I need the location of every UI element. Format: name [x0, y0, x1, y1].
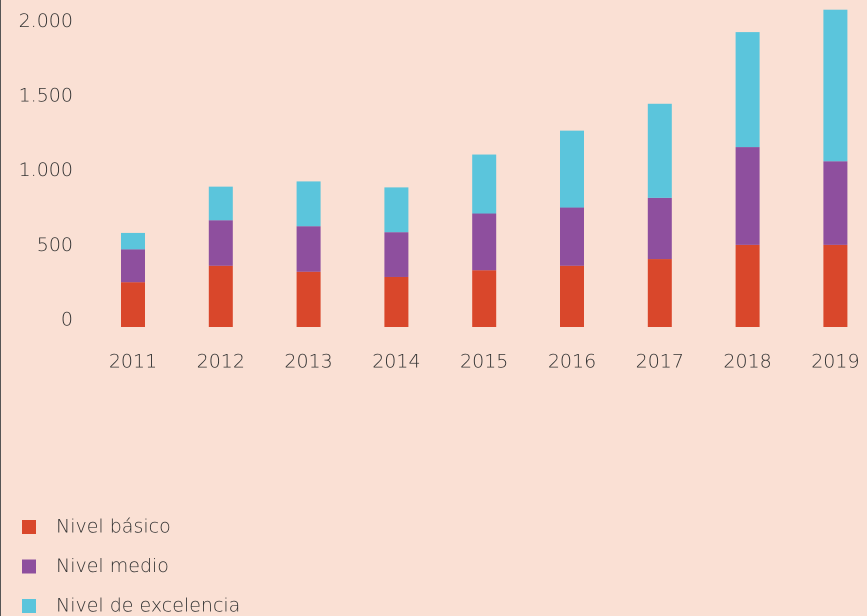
- bar-segment: [735, 32, 760, 148]
- x-tick-label: 2016: [548, 351, 596, 373]
- bar-segment: [823, 161, 848, 245]
- legend-label: Nivel de excelencia: [56, 595, 240, 616]
- x-tick-label: 2012: [197, 351, 245, 373]
- bar-segment: [823, 244, 848, 327]
- legend-label: Nivel medio: [56, 555, 169, 577]
- bar-segment: [384, 187, 409, 233]
- bar-segment: [647, 259, 672, 327]
- y-tick-label: 500: [37, 234, 73, 256]
- y-tick-label: 0: [61, 309, 73, 331]
- bar-segment: [472, 270, 497, 327]
- bar-segment: [823, 9, 848, 162]
- bar-segment: [208, 265, 233, 327]
- bar-segment: [208, 186, 233, 221]
- y-tick-label: 1.500: [19, 85, 73, 107]
- bar-segment: [384, 276, 409, 327]
- bar-segment: [121, 232, 145, 250]
- y-tick-label: 1.000: [19, 159, 73, 181]
- x-tick-label: 2013: [284, 351, 332, 373]
- bar-segment: [560, 130, 584, 208]
- x-tick-label: 2015: [460, 351, 508, 373]
- bar-segment: [296, 181, 321, 227]
- bar-segment: [121, 282, 145, 327]
- bar-segment: [735, 244, 760, 327]
- bar-segment: [384, 232, 409, 277]
- legend-swatch: [22, 559, 36, 574]
- bar-segment: [296, 271, 321, 327]
- bar-segment: [560, 265, 584, 327]
- x-tick-label: 2014: [372, 351, 420, 373]
- bar-segment: [647, 103, 672, 198]
- bar-segment: [121, 249, 145, 283]
- x-tick-label: 2011: [109, 351, 157, 373]
- bar-segment: [472, 154, 497, 214]
- x-tick-label: 2019: [811, 351, 859, 373]
- legend-label: Nivel básico: [56, 516, 171, 538]
- legend-swatch: [22, 599, 36, 613]
- x-tick-label: 2017: [636, 351, 684, 373]
- bar-segment: [208, 220, 233, 266]
- x-tick-label: 2018: [723, 351, 771, 373]
- bar-segment: [735, 147, 760, 245]
- bar-segment: [296, 226, 321, 272]
- y-tick-label: 2.000: [19, 10, 73, 32]
- bar-segment: [472, 213, 497, 271]
- legend-swatch: [22, 520, 36, 534]
- bar-segment: [560, 207, 584, 266]
- bar-segment: [647, 197, 672, 260]
